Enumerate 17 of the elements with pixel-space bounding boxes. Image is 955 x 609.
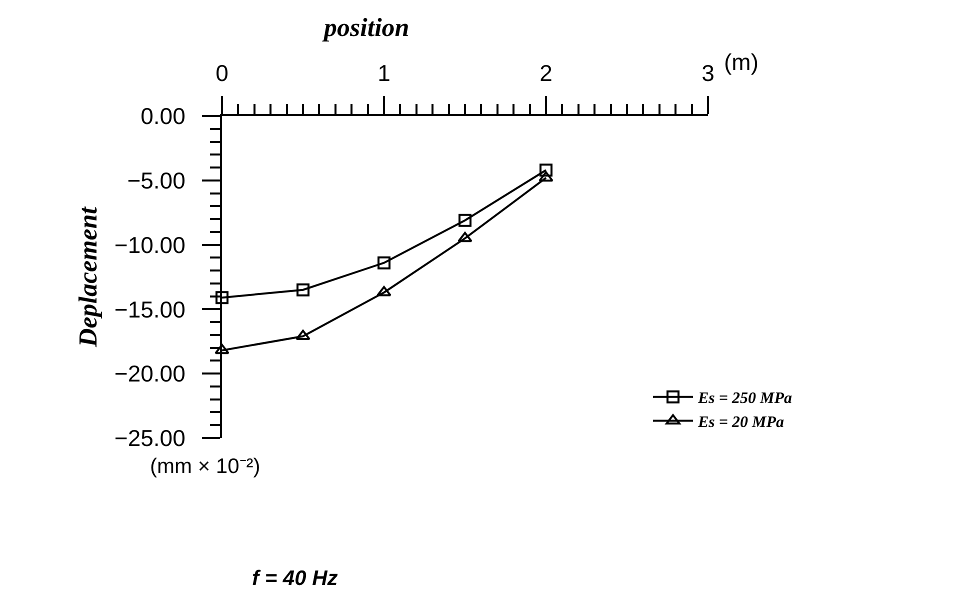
y-tick-label: −5.00 — [127, 167, 186, 194]
legend-label: Es = 250 MPa — [697, 390, 792, 408]
x-axis-title: position — [322, 13, 410, 42]
x-tick-label: 3 — [702, 60, 714, 86]
text: (m) — [724, 49, 758, 75]
y-axis-title: Deplacement — [73, 206, 102, 348]
y-tick-label: −25.00 — [114, 425, 186, 452]
y-tick-label: −15.00 — [114, 296, 186, 322]
text: (mm × 10⁻²) — [150, 455, 260, 478]
x-tick-label: 0 — [216, 60, 228, 86]
y-tick-label: −20.00 — [114, 360, 186, 387]
x-tick-label: 2 — [540, 60, 552, 86]
y-tick-label: −10.00 — [114, 232, 186, 258]
x-tick-label: 1 — [378, 60, 390, 86]
text: f = 40 Hz — [252, 567, 338, 590]
legend-label: Es = 20 MPa — [697, 414, 784, 431]
y-tick-label: 0.00 — [140, 103, 186, 130]
